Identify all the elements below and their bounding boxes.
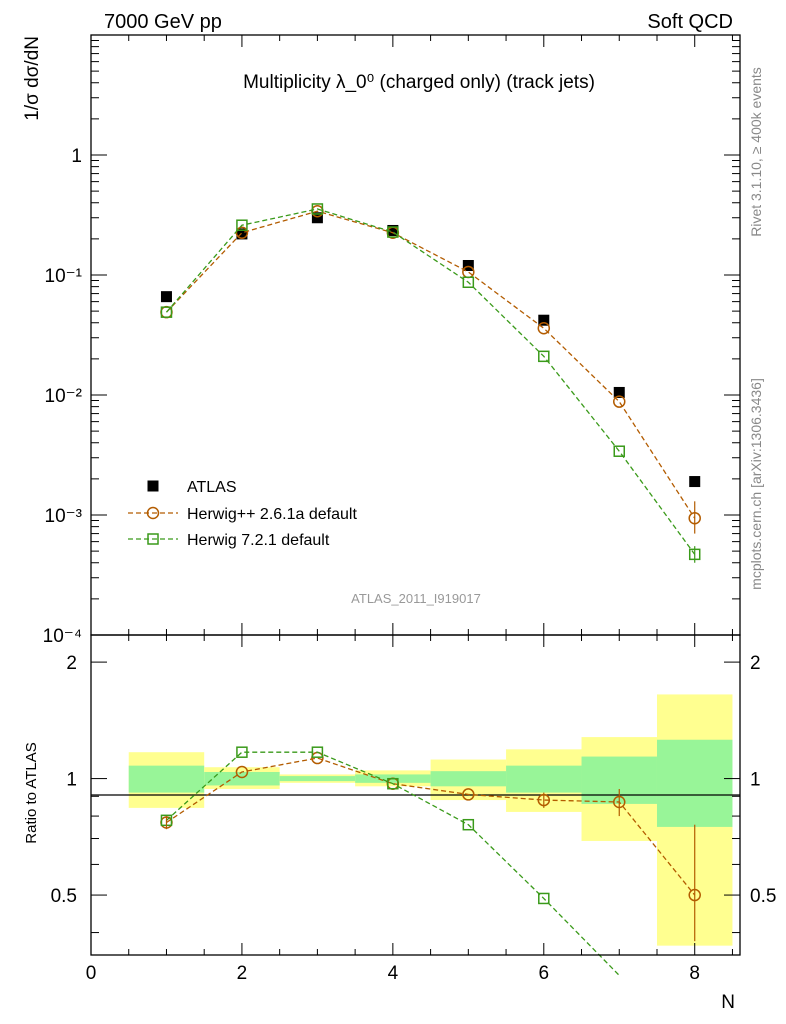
header-left: 7000 GeV pp	[104, 11, 222, 33]
x-tick-label: 8	[689, 963, 700, 984]
main-data-point	[160, 291, 172, 303]
ratio-panel: 0 2 4 6 8 0.5 0.5 1 1 2 2 Ratio to ATLAS N	[23, 634, 776, 1013]
ratio-y-tick-label-left: 1	[66, 770, 77, 791]
ratio-y-tick-label-right: 0.5	[750, 886, 776, 907]
x-tick-label: 2	[237, 963, 248, 984]
x-tick-label: 4	[388, 963, 399, 984]
main-data-point	[537, 321, 551, 335]
ratio-y-tick-label-right: 1	[750, 770, 761, 791]
x-tick-label: 6	[539, 963, 550, 984]
legend-marker	[147, 480, 159, 492]
main-y-tick-label: 10⁻⁴	[43, 626, 82, 647]
main-data-point	[160, 306, 173, 318]
ratio-y-tick-label-right: 2	[750, 653, 761, 674]
header-right: Soft QCD	[647, 11, 733, 33]
main-data-point	[235, 226, 249, 239]
legend: ATLAS Herwig++ 2.6.1a default Herwig 7.2.1…	[128, 479, 357, 549]
main-data-point	[236, 228, 248, 240]
ratio-data-point	[311, 746, 324, 758]
main-data-point	[613, 386, 625, 398]
main-y-tick-label: 10⁻¹	[45, 266, 83, 287]
ratio-data-point	[387, 777, 399, 790]
main-data-point	[538, 350, 550, 363]
rivet-label: Rivet 3.1.10, ≥ 400k events	[748, 67, 764, 237]
ratio-band-stat	[656, 739, 733, 827]
mcplots-label: mcplots.cern.ch [arXiv:1306.3436]	[748, 378, 764, 590]
ratio-band-stat	[128, 765, 205, 793]
legend-marker	[146, 506, 160, 520]
legend-label: ATLAS	[187, 479, 237, 496]
ratio-series-line	[166, 751, 620, 976]
main-data-point	[613, 445, 626, 457]
ratio-y-tick-label-left: 2	[66, 653, 77, 674]
main-data-point	[613, 395, 626, 408]
main-title: Multiplicity λ_0⁰ (charged only) (track …	[243, 72, 595, 93]
main-data-point	[387, 226, 399, 238]
main-series-line	[165, 208, 696, 555]
ratio-band-stat	[204, 771, 280, 786]
main-y-tick-label: 10⁻³	[45, 506, 83, 527]
main-data-point	[689, 476, 701, 488]
legend-label: Herwig++ 2.6.1a default	[187, 506, 357, 523]
main-data-point	[538, 314, 550, 326]
ratio-data-point	[462, 788, 475, 801]
legend-label: Herwig 7.2.1 default	[187, 532, 330, 549]
ratio-data-point	[462, 818, 475, 831]
main-data-point	[236, 219, 248, 231]
main-data-point	[387, 224, 399, 236]
main-watermark: ATLAS_2011_I919017	[351, 591, 481, 606]
main-data-point	[311, 212, 323, 224]
main-series-line	[165, 210, 696, 519]
ratio-data-point	[538, 892, 550, 905]
x-tick-label: 0	[86, 963, 97, 984]
ratio-data-point	[311, 751, 324, 765]
x-axis-label: N	[721, 992, 735, 1013]
main-panel: 10⁻⁴ 10⁻³ 10⁻² 10⁻¹ 1 Multiplicity λ_0⁰ (cha…	[22, 34, 741, 647]
main-data-point	[311, 203, 324, 215]
main-y-tick-label: 10⁻²	[45, 386, 83, 407]
ratio-ylabel: Ratio to ATLAS	[23, 742, 40, 843]
ratio-frame	[90, 634, 741, 956]
ratio-data-point	[235, 765, 249, 779]
main-data-point	[462, 276, 475, 289]
legend-marker	[147, 533, 159, 545]
main-ylabel: 1/σ dσ/dN	[22, 36, 43, 121]
ratio-band-stat	[430, 771, 507, 787]
main-data-point	[462, 259, 474, 271]
main-y-tick-label: 1	[71, 146, 82, 167]
ratio-band-stat	[279, 776, 356, 782]
ratio-data-point	[236, 746, 248, 758]
ratio-band-stat	[506, 765, 582, 793]
ratio-y-tick-label-left: 0.5	[51, 886, 77, 907]
